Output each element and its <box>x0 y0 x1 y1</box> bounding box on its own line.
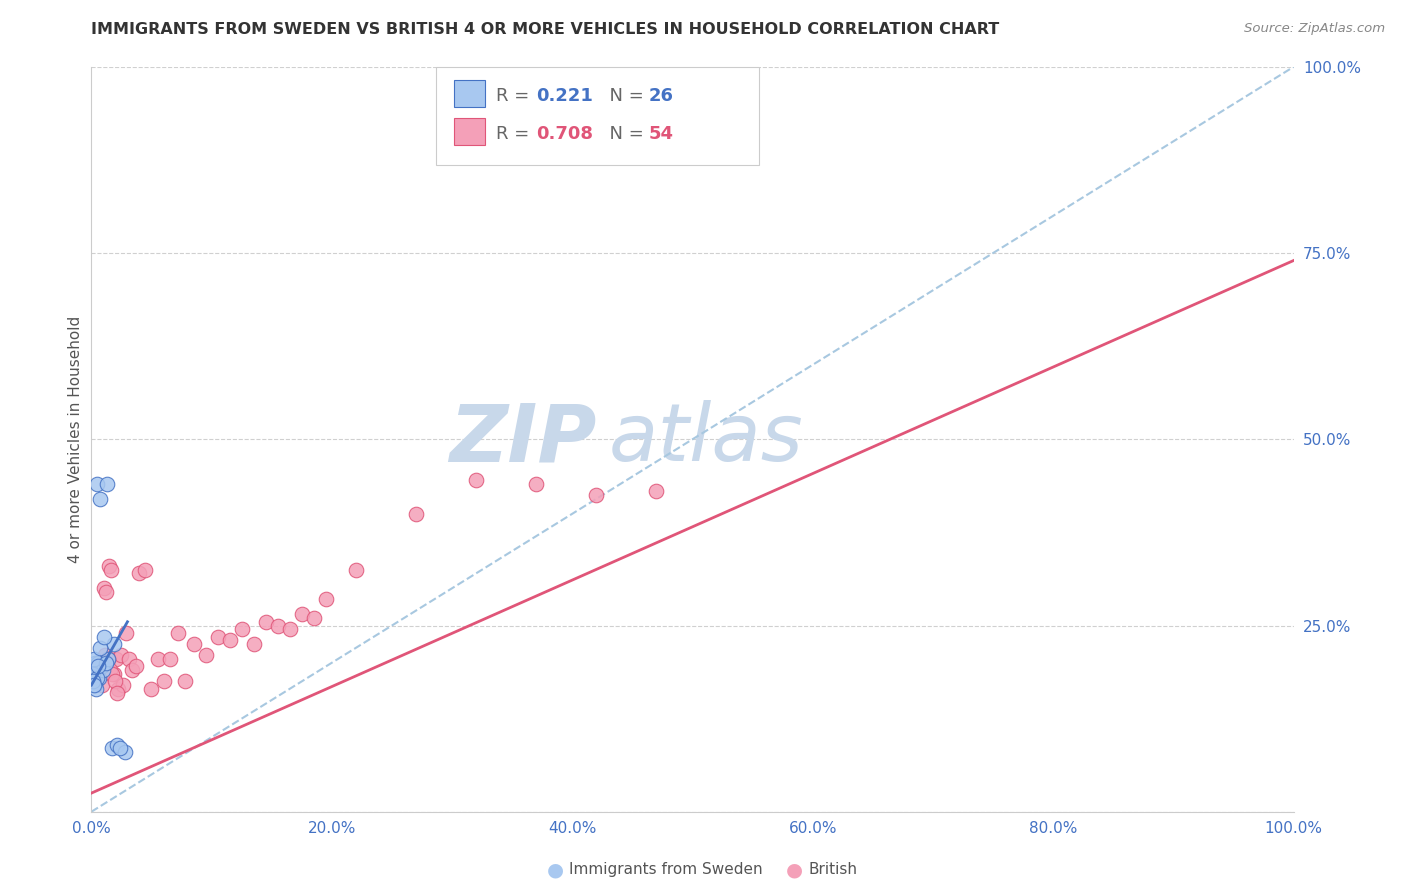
Point <box>141 681 163 696</box>
Point <box>87 659 110 673</box>
Point <box>89 667 111 681</box>
Point <box>118 652 141 666</box>
Point <box>152 674 174 689</box>
Point <box>645 484 668 499</box>
Point <box>97 558 120 573</box>
Point <box>110 741 132 756</box>
Point <box>98 663 121 677</box>
Point <box>97 652 120 666</box>
Point <box>90 678 112 692</box>
Point <box>83 652 105 666</box>
Point <box>96 477 118 491</box>
Point <box>100 563 122 577</box>
Text: N =: N = <box>598 87 650 105</box>
Point <box>83 674 105 689</box>
Point <box>94 648 117 663</box>
Text: IMMIGRANTS FROM SWEDEN VS BRITISH 4 OR MORE VEHICLES IN HOUSEHOLD CORRELATION CH: IMMIGRANTS FROM SWEDEN VS BRITISH 4 OR M… <box>91 22 1000 37</box>
Point <box>134 563 156 577</box>
Point <box>104 674 127 689</box>
Point <box>87 659 110 673</box>
Point <box>96 656 118 670</box>
Text: atlas: atlas <box>609 401 803 478</box>
Point <box>93 630 115 644</box>
Point <box>86 671 108 685</box>
Point <box>315 592 337 607</box>
Point <box>405 507 427 521</box>
Point <box>107 681 129 696</box>
Text: ZIP: ZIP <box>449 401 596 478</box>
Text: R =: R = <box>496 87 536 105</box>
Point <box>524 477 547 491</box>
Point <box>90 659 112 673</box>
Point <box>89 640 111 655</box>
Point <box>82 674 104 689</box>
Point <box>125 659 148 673</box>
Point <box>159 652 181 666</box>
Point <box>97 652 120 666</box>
Point <box>91 659 114 673</box>
Y-axis label: 4 or more Vehicles in Household: 4 or more Vehicles in Household <box>67 316 83 563</box>
Text: R =: R = <box>496 125 536 143</box>
Point <box>84 671 107 685</box>
Text: 26: 26 <box>648 87 673 105</box>
Text: Source: ZipAtlas.com: Source: ZipAtlas.com <box>1244 22 1385 36</box>
Point <box>585 488 607 502</box>
Point <box>465 473 488 487</box>
Point <box>121 663 143 677</box>
Point <box>231 622 253 636</box>
Point <box>101 667 124 681</box>
Point <box>114 745 136 759</box>
Point <box>89 491 111 506</box>
Point <box>167 626 190 640</box>
Point <box>267 618 290 632</box>
Point <box>84 656 107 670</box>
Point <box>194 648 217 663</box>
Point <box>105 738 128 752</box>
Point <box>93 582 115 596</box>
Point <box>110 648 132 663</box>
Text: Immigrants from Sweden: Immigrants from Sweden <box>569 863 763 877</box>
Point <box>174 674 197 689</box>
Point <box>105 685 128 699</box>
Point <box>302 611 325 625</box>
Text: British: British <box>808 863 858 877</box>
Text: 0.221: 0.221 <box>536 87 592 105</box>
Point <box>278 622 301 636</box>
Point <box>681 97 703 112</box>
Point <box>96 585 118 599</box>
Point <box>183 637 205 651</box>
Point <box>218 633 240 648</box>
Point <box>86 477 108 491</box>
Point <box>103 637 125 651</box>
Point <box>103 667 125 681</box>
Point <box>83 678 105 692</box>
Point <box>87 656 110 670</box>
Point <box>291 607 314 622</box>
Point <box>114 626 136 640</box>
Point <box>84 667 107 681</box>
Point <box>242 637 264 651</box>
Text: 54: 54 <box>648 125 673 143</box>
Point <box>89 656 111 670</box>
Text: 0.708: 0.708 <box>536 125 593 143</box>
Point <box>207 630 229 644</box>
Text: ●: ● <box>786 860 803 880</box>
Text: N =: N = <box>598 125 650 143</box>
Point <box>254 615 277 629</box>
Point <box>82 667 104 681</box>
Point <box>84 681 107 696</box>
Point <box>344 563 367 577</box>
Point <box>128 566 150 581</box>
Point <box>112 678 135 692</box>
Point <box>89 671 111 685</box>
Point <box>86 663 108 677</box>
Point <box>91 663 114 677</box>
Point <box>146 652 169 666</box>
Text: ●: ● <box>547 860 564 880</box>
Point <box>101 741 124 756</box>
Point <box>105 652 128 666</box>
Point <box>83 678 105 692</box>
